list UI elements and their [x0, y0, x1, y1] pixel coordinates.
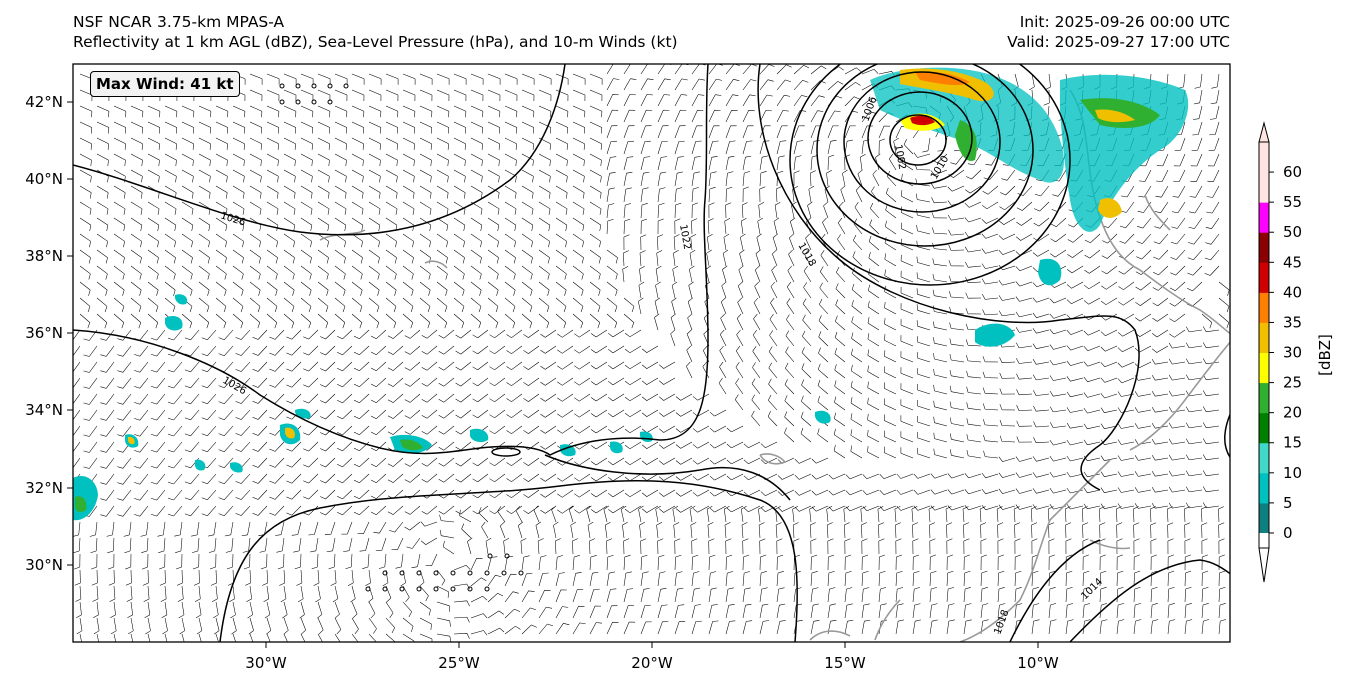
lat-tick-label: 38°N	[25, 247, 63, 265]
colorbar-tick-label: 50	[1283, 223, 1302, 241]
colorbar-segment	[1259, 172, 1269, 203]
isobars	[73, 64, 1230, 642]
lon-tick-label: 10°W	[1017, 654, 1059, 672]
colorbar-tick-label: 10	[1283, 464, 1302, 482]
wind-barbs	[73, 64, 1230, 642]
lat-tick-label: 36°N	[25, 324, 63, 342]
colorbar-tick-label: 30	[1283, 344, 1302, 362]
lat-tick-label: 34°N	[25, 401, 63, 419]
lon-tick-label: 25°W	[438, 654, 480, 672]
init-time: Init: 2025-09-26 00:00 UTC	[1019, 13, 1230, 31]
colorbar-segment	[1259, 472, 1269, 504]
lat-axis: 42°N 40°N 38°N 36°N 34°N 32°N 30°N	[25, 93, 73, 574]
isobar-label: 1026	[219, 210, 247, 228]
colorbar-tick-label: 35	[1283, 313, 1302, 331]
colorbar-tick-label: 20	[1283, 404, 1302, 422]
colorbar-segment	[1259, 142, 1269, 173]
isobar-label: 1022	[677, 224, 692, 251]
isobar-label: 1006	[860, 95, 879, 123]
colorbar-segment	[1259, 532, 1269, 548]
colorbar-segment	[1259, 352, 1269, 384]
colorbar-segment	[1259, 202, 1269, 233]
max-wind-badge: Max Wind: 41 kt	[90, 71, 240, 97]
colorbar-tick-label: 25	[1283, 374, 1302, 392]
lon-tick-label: 30°W	[245, 654, 287, 672]
wind-barbs-layer	[73, 64, 1230, 642]
lat-tick-label: 30°N	[25, 556, 63, 574]
isobar-label: 1002	[892, 144, 907, 171]
colorbar-tick-label: 40	[1283, 283, 1302, 301]
lat-tick-label: 40°N	[25, 170, 63, 188]
lon-tick-label: 15°W	[824, 654, 866, 672]
colorbar-segment	[1259, 382, 1269, 414]
colorbar-label: [dBZ]	[1316, 334, 1334, 376]
lon-tick-label: 20°W	[631, 654, 673, 672]
colorbar-segment	[1259, 292, 1269, 323]
colorbar-tick-label: 0	[1283, 524, 1293, 542]
model-title: NSF NCAR 3.75-km MPAS-A	[73, 13, 285, 31]
colorbar-segment	[1259, 502, 1269, 549]
colorbar-segment	[1259, 232, 1269, 263]
colorbar-tick-label: 5	[1283, 494, 1293, 512]
lon-axis: 30°W 25°W 20°W 15°W 10°W	[245, 642, 1059, 672]
colorbar-segment	[1259, 322, 1269, 354]
colorbar-segment	[1259, 442, 1269, 474]
valid-time: Valid: 2025-09-27 17:00 UTC	[1007, 33, 1230, 51]
colorbar-segment	[1259, 262, 1269, 293]
calm-wind-markers	[279, 83, 524, 592]
colorbar-tick-label: 15	[1283, 434, 1302, 452]
field-title: Reflectivity at 1 km AGL (dBZ), Sea-Leve…	[73, 33, 678, 51]
colorbar-tick-label: 60	[1283, 163, 1302, 181]
colorbar-tick-label: 55	[1283, 193, 1302, 211]
reflectivity-cells	[73, 67, 1189, 521]
lat-tick-label: 42°N	[25, 93, 63, 111]
colorbar: 0 5 10 15 20 25 30 35 40 45 50 55 60 [dBZ]	[1258, 121, 1334, 583]
isobar-label: 1018	[992, 608, 1011, 636]
colorbar-tick-label: 45	[1283, 253, 1302, 271]
colorbar-segment	[1259, 412, 1269, 444]
lat-tick-label: 32°N	[25, 479, 63, 497]
isobar-label: 1018	[795, 241, 817, 269]
